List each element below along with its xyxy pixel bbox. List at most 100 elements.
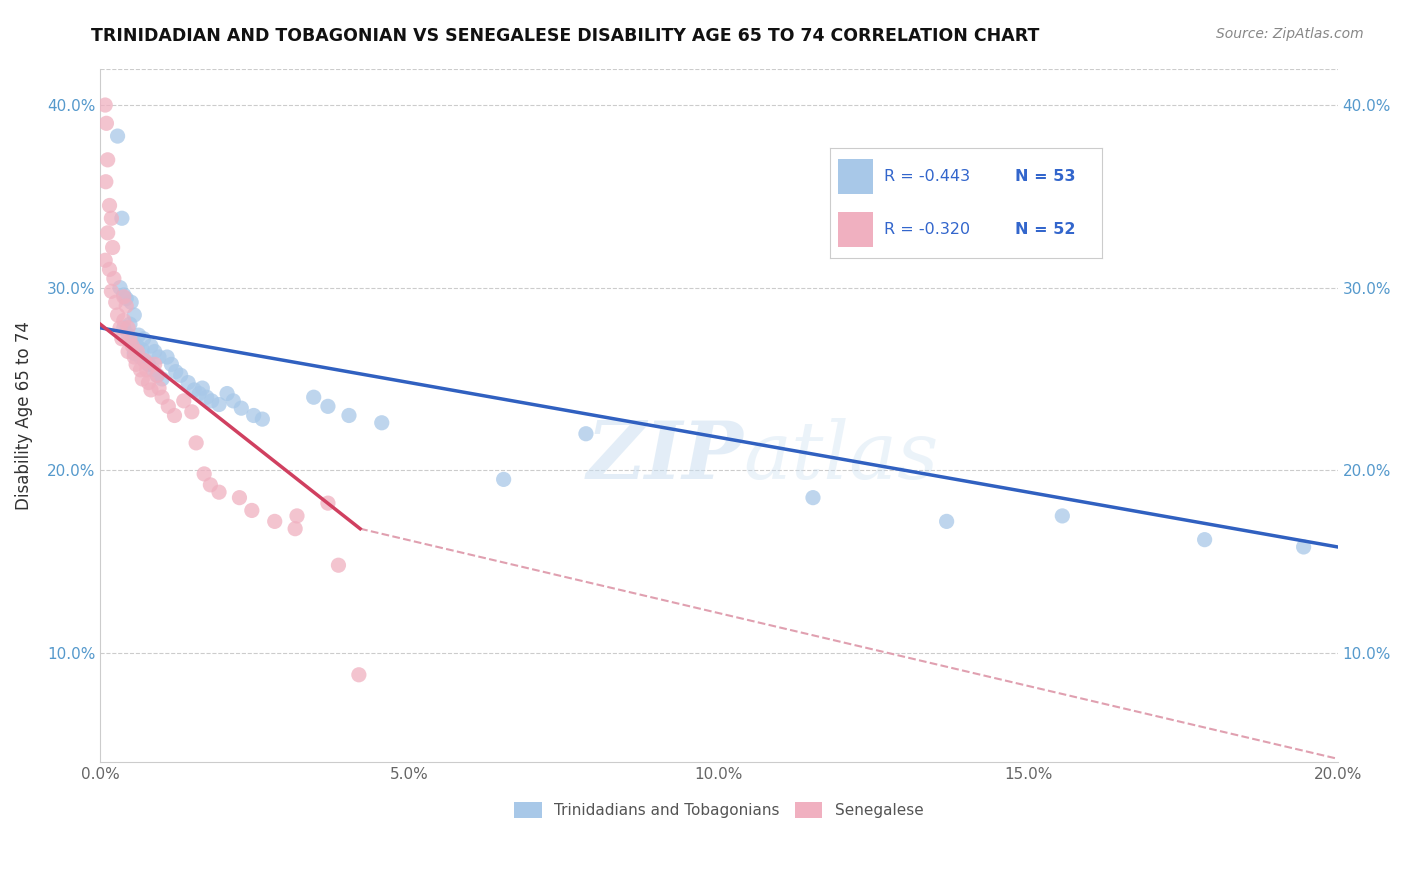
Text: R = -0.443: R = -0.443 xyxy=(884,169,970,185)
Point xyxy=(371,416,394,430)
Point xyxy=(146,368,169,383)
Point xyxy=(347,667,370,681)
Point xyxy=(222,393,245,408)
Point xyxy=(138,357,160,371)
Point xyxy=(201,393,224,408)
Point xyxy=(128,328,150,343)
Text: N = 52: N = 52 xyxy=(1015,222,1076,237)
Point xyxy=(134,353,156,368)
Point xyxy=(94,98,117,112)
Point xyxy=(148,350,170,364)
FancyBboxPatch shape xyxy=(838,160,873,194)
Point xyxy=(124,350,146,364)
Point xyxy=(131,343,153,357)
Point xyxy=(263,515,285,529)
Point xyxy=(148,381,170,395)
Point xyxy=(193,467,215,481)
Point xyxy=(208,397,231,411)
Text: Source: ZipAtlas.com: Source: ZipAtlas.com xyxy=(1216,27,1364,41)
Point xyxy=(103,271,125,285)
Point xyxy=(111,332,134,346)
Point xyxy=(177,376,200,390)
Point xyxy=(112,321,135,335)
Point xyxy=(112,288,135,302)
Point xyxy=(801,491,824,505)
Point xyxy=(97,226,120,240)
Point xyxy=(104,295,127,310)
Point xyxy=(129,363,152,377)
Point xyxy=(252,412,274,426)
Point xyxy=(188,386,211,401)
Point xyxy=(285,508,308,523)
Point xyxy=(94,253,117,268)
Point xyxy=(208,485,231,500)
Point xyxy=(129,350,152,364)
Point xyxy=(1052,508,1074,523)
Point xyxy=(127,344,149,359)
Point xyxy=(170,368,193,383)
Point xyxy=(1292,540,1315,554)
Point xyxy=(139,383,162,397)
Point xyxy=(115,299,138,313)
Point xyxy=(111,211,134,226)
Point xyxy=(575,426,598,441)
Point xyxy=(127,339,149,353)
Point xyxy=(139,339,162,353)
Point xyxy=(160,357,183,371)
Point xyxy=(117,344,139,359)
Point xyxy=(143,357,166,371)
Point xyxy=(186,435,208,450)
Point xyxy=(121,332,143,346)
Text: N = 53: N = 53 xyxy=(1015,169,1076,185)
Point xyxy=(156,350,179,364)
Point xyxy=(134,353,156,368)
Point xyxy=(240,503,263,517)
Point xyxy=(107,129,129,144)
Text: R = -0.320: R = -0.320 xyxy=(884,222,970,237)
Point xyxy=(124,346,146,360)
Y-axis label: Disability Age 65 to 74: Disability Age 65 to 74 xyxy=(15,321,32,510)
Point xyxy=(138,376,160,390)
Point xyxy=(316,400,339,414)
Point xyxy=(150,390,173,404)
Point xyxy=(316,496,339,510)
Point xyxy=(1194,533,1216,547)
Point xyxy=(118,332,141,346)
Point xyxy=(94,175,117,189)
Point xyxy=(118,317,141,331)
Point xyxy=(165,365,187,379)
Text: ZIP: ZIP xyxy=(586,418,744,496)
Point xyxy=(120,295,142,310)
FancyBboxPatch shape xyxy=(838,212,873,247)
Point xyxy=(97,153,120,167)
Point xyxy=(935,515,957,529)
Text: TRINIDADIAN AND TOBAGONIAN VS SENEGALESE DISABILITY AGE 65 TO 74 CORRELATION CHA: TRINIDADIAN AND TOBAGONIAN VS SENEGALESE… xyxy=(91,27,1040,45)
Point xyxy=(121,339,143,353)
Point xyxy=(231,401,253,416)
Point xyxy=(143,344,166,359)
Point xyxy=(157,400,180,414)
Point xyxy=(132,332,155,346)
Point xyxy=(115,292,138,306)
Point xyxy=(242,409,264,423)
Point xyxy=(101,240,124,254)
Point xyxy=(135,363,157,377)
Point xyxy=(337,409,360,423)
Point xyxy=(146,368,169,383)
Point xyxy=(124,308,146,322)
Point xyxy=(183,383,205,397)
Point xyxy=(228,491,250,505)
Point xyxy=(328,558,350,573)
Point xyxy=(173,393,195,408)
Point xyxy=(125,357,148,371)
Point xyxy=(108,280,131,294)
Point xyxy=(150,372,173,386)
Point xyxy=(492,472,515,486)
Text: atlas: atlas xyxy=(744,418,939,496)
Point xyxy=(98,198,121,212)
Point xyxy=(117,321,139,335)
Point xyxy=(96,116,118,130)
Point xyxy=(131,372,153,386)
Point xyxy=(200,478,222,492)
Point xyxy=(100,211,122,226)
